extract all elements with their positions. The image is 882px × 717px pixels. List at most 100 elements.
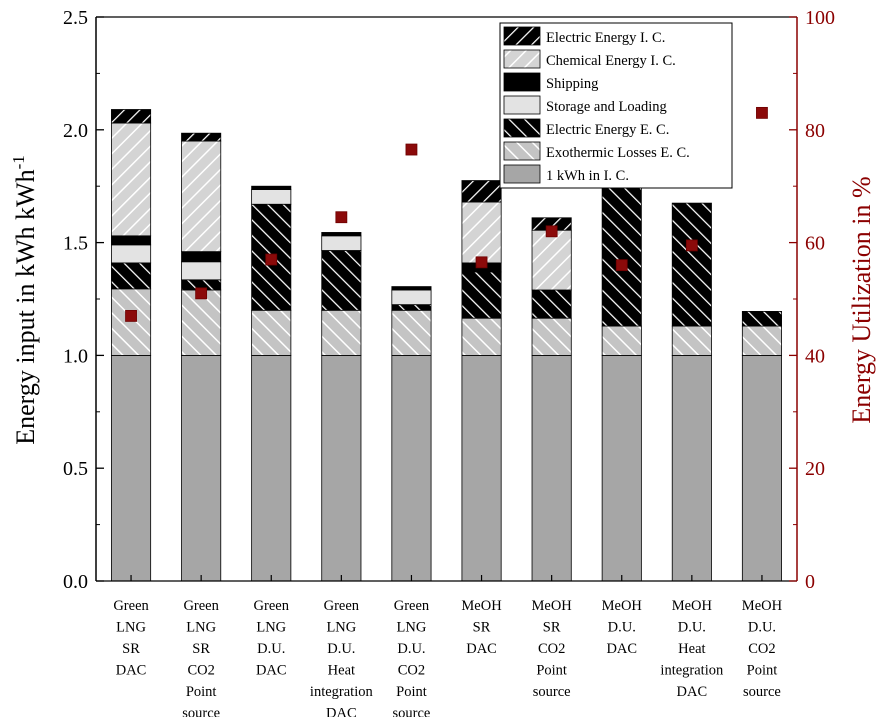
- category-label-line: Point: [396, 684, 427, 700]
- y-left-tick-label: 2.5: [63, 7, 88, 29]
- category-label-line: SR: [543, 620, 561, 636]
- bar-segment-6-2: [461, 317, 502, 356]
- category-label-line: Point: [536, 663, 567, 679]
- bar-segment-2-7: [181, 132, 222, 142]
- bar-segment-5-3: [391, 304, 432, 311]
- category-label-4: Green LNG D.U. Heat integration DAC: [310, 598, 374, 717]
- bar-segment-5-5: [391, 286, 432, 291]
- category-label-9: MeOH D.U. Heat integration DAC: [660, 598, 724, 700]
- y-left-tick-label: 1.5: [63, 233, 88, 255]
- utilization-marker-4: [335, 211, 348, 224]
- bar-segment-9-2: [671, 325, 712, 356]
- legend-swatch-6: [503, 141, 541, 161]
- utilization-marker-6: [475, 256, 488, 269]
- category-label-2: Green LNG SR CO2 Point source: [182, 598, 220, 717]
- y-left-tick-label: 1.0: [63, 345, 88, 367]
- category-label-8: MeOH D.U. DAC: [602, 598, 643, 657]
- category-label-line: D.U.: [327, 641, 355, 657]
- bar-segment-8-2: [601, 325, 642, 356]
- category-label-line: Green: [113, 598, 149, 614]
- axes: 0.0 0.5 1.0 1.5 2.0 2.5 0 20 40 60 80 100: [63, 7, 835, 593]
- bar-segment-2-5: [181, 251, 222, 263]
- category-label-line: DAC: [606, 641, 637, 657]
- bar-segment-4-3: [321, 250, 362, 311]
- bar-segment-1-1: [111, 354, 152, 582]
- y-right-tick-label: 100: [805, 7, 835, 29]
- bar-segment-2-2: [181, 289, 222, 356]
- category-label-line: D.U.: [608, 620, 636, 636]
- category-label-line: DAC: [677, 684, 708, 700]
- legend-swatch-3: [503, 72, 541, 92]
- bar-segment-8-3: [601, 185, 642, 327]
- bar-segment-6-3: [461, 271, 502, 319]
- bar-segment-1-5: [111, 235, 152, 246]
- category-label-line: integration: [660, 663, 724, 679]
- legend-label-2: Chemical Energy I. C.: [546, 53, 676, 69]
- category-label-line: MeOH: [742, 598, 783, 614]
- category-label-line: CO2: [538, 641, 565, 657]
- category-label-line: Green: [254, 598, 290, 614]
- bar-segment-3-1: [251, 354, 292, 582]
- bar-segment-3-2: [251, 309, 292, 356]
- utilization-markers: [125, 106, 768, 322]
- utilization-marker-7: [545, 225, 558, 238]
- bar-segment-4-2: [321, 309, 362, 356]
- category-label-line: Point: [186, 684, 217, 700]
- y-right-tick-label: 60: [805, 233, 825, 255]
- bar-segment-2-6: [181, 140, 222, 253]
- y-left-tick-label: 0.0: [63, 571, 88, 593]
- legend-swatch-7: [503, 164, 541, 184]
- category-label-line: source: [743, 684, 781, 700]
- category-label-line: LNG: [186, 620, 216, 636]
- utilization-marker-8: [615, 259, 628, 272]
- category-label-line: Heat: [328, 663, 355, 679]
- bar-segment-7-3: [531, 289, 572, 319]
- category-labels: Green LNG SR DAC Green LNG SR CO2 Point source Gre…: [113, 575, 783, 717]
- category-label-line: Green: [183, 598, 219, 614]
- category-label-line: MeOH: [602, 598, 643, 614]
- utilization-marker-3: [265, 253, 278, 266]
- category-label-line: DAC: [116, 663, 147, 679]
- legend: Electric Energy I. C. Chemical Energy I. …: [499, 22, 733, 189]
- bar-segment-4-4: [321, 235, 362, 251]
- bar-segment-5-1: [391, 354, 432, 582]
- category-label-line: SR: [192, 641, 210, 657]
- bar-segment-8-1: [601, 354, 642, 582]
- category-label-line: MeOH: [672, 598, 713, 614]
- bar-segment-9-1: [671, 354, 712, 582]
- bar-segment-1-4: [111, 244, 152, 264]
- y-right-tick-label: 0: [805, 571, 815, 593]
- bar-segment-2-1: [181, 354, 222, 582]
- bar-segment-2-4: [181, 261, 222, 281]
- bar-segment-1-2: [111, 288, 152, 356]
- y-axis-left-title-text: Energy input in kWh kWh: [11, 169, 40, 444]
- utilization-marker-10: [756, 106, 768, 119]
- bar-segment-3-4: [251, 189, 292, 205]
- bar-segment-4-1: [321, 354, 362, 582]
- category-label-line: Heat: [678, 641, 705, 657]
- y-left-tick-label: 0.5: [63, 458, 88, 480]
- y-right-tick-label: 40: [805, 345, 825, 367]
- legend-label-6: Exothermic Losses E. C.: [546, 145, 690, 161]
- category-label-line: MeOH: [532, 598, 573, 614]
- category-label-line: Green: [324, 598, 360, 614]
- bar-segment-9-3: [671, 202, 712, 327]
- category-label-line: D.U.: [678, 620, 706, 636]
- y-axis-left-title: Energy input in kWh kWh-1: [9, 155, 40, 445]
- category-label-line: CO2: [748, 641, 775, 657]
- category-label-line: DAC: [326, 706, 357, 717]
- category-label-line: Point: [747, 663, 778, 679]
- bar-segment-6-7: [461, 180, 502, 203]
- utilization-marker-5: [405, 143, 418, 156]
- category-label-line: CO2: [398, 663, 425, 679]
- legend-swatch-5: [503, 118, 541, 138]
- legend-swatch-4: [503, 95, 541, 115]
- legend-swatch-2: [503, 49, 541, 69]
- category-label-line: source: [182, 706, 220, 717]
- bar-segment-1-6: [111, 122, 152, 237]
- category-label-line: LNG: [397, 620, 427, 636]
- category-label-line: DAC: [466, 641, 497, 657]
- legend-swatch-1: [503, 26, 541, 46]
- legend-label-3: Shipping: [546, 76, 598, 92]
